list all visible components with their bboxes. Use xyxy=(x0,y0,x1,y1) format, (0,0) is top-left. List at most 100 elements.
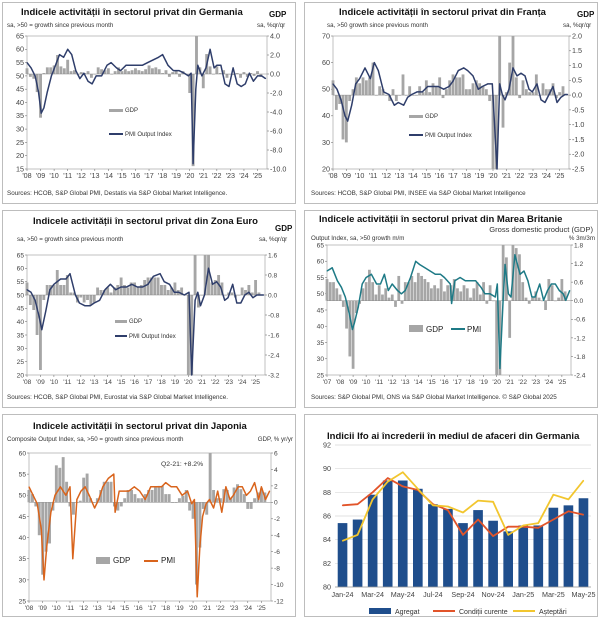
y-left-tick-label: 15 xyxy=(16,164,24,173)
gdp-bar xyxy=(429,288,433,301)
plot-area: 25 30 35 40 45 50 55 60 65 1.8 1.2 0.6 0.0 -0.6 -1.2 -1… xyxy=(317,242,586,386)
pmi-point xyxy=(552,86,554,88)
y-left-tick-label: 45 xyxy=(19,514,27,521)
gdp-bar xyxy=(494,95,498,169)
gdp-bar xyxy=(491,300,495,302)
y-right-tick-label: 4 xyxy=(274,467,278,474)
x-tick-label: '18 xyxy=(158,171,167,180)
gdp-bar xyxy=(193,255,197,295)
y-right-tick-label: -4.0 xyxy=(270,107,282,116)
gdp-bar xyxy=(191,74,195,167)
pmi-point xyxy=(370,273,372,275)
current-conditions-point xyxy=(552,518,554,521)
pmi-point xyxy=(165,482,167,484)
right-axis-unit: sa, %qr/qr xyxy=(257,22,285,29)
gdp-bar xyxy=(99,290,103,295)
legend-gdp-swatch xyxy=(409,325,423,332)
gdp-bar xyxy=(518,95,522,99)
gdp-bar xyxy=(485,300,489,304)
gdp-bar xyxy=(521,80,525,96)
gdp-bar xyxy=(137,70,141,74)
gdp-bar xyxy=(364,282,368,301)
gdp-bar xyxy=(220,282,224,295)
gdp-bar xyxy=(531,297,534,301)
chart-france: Indicele activității în sectorul privat … xyxy=(304,2,598,204)
agregat-bar xyxy=(473,510,483,587)
x-tick-label: '20 xyxy=(492,379,501,386)
pmi-point xyxy=(201,75,203,77)
gdp-bar xyxy=(428,92,432,96)
x-tick-label: '09 xyxy=(342,171,351,180)
gdp-bar xyxy=(144,69,148,74)
x-tick-label: '20 xyxy=(184,379,193,386)
gdp-bar xyxy=(149,277,153,295)
gdp-bar xyxy=(146,277,150,295)
pmi-point xyxy=(562,293,564,295)
pmi-point xyxy=(419,264,421,265)
agregat-bar xyxy=(352,519,363,587)
pmi-point xyxy=(499,83,501,85)
x-tick-label: Jan-24 xyxy=(332,590,354,599)
expectations-point xyxy=(552,494,554,496)
pmi-point xyxy=(209,48,211,50)
gdp-bar xyxy=(123,498,127,503)
gdp-bar xyxy=(203,255,207,295)
gdp-bar xyxy=(444,89,448,96)
gdp-bar xyxy=(54,465,58,503)
gdp-bar xyxy=(215,66,219,74)
gdp-bar xyxy=(147,490,151,503)
y-left-tick-label: 40 xyxy=(16,98,24,107)
pmi-point xyxy=(26,289,28,291)
gdp-bar xyxy=(501,245,505,301)
gdp-bar xyxy=(123,69,127,74)
y-right-tick-label: -8.0 xyxy=(270,145,282,154)
pmi-point xyxy=(130,64,132,66)
gdp-bar xyxy=(469,297,472,301)
pmi-point xyxy=(326,270,328,272)
gdp-bar xyxy=(387,297,391,301)
current-conditions-point xyxy=(567,510,570,512)
y-left-tick-label: 35 xyxy=(19,556,27,563)
x-tick-label: '10 xyxy=(52,605,61,612)
gdp-bar xyxy=(86,71,90,74)
pmi-point xyxy=(484,293,486,295)
gdp-bar xyxy=(96,67,100,74)
gdp-bar xyxy=(143,280,147,295)
pmi-point xyxy=(199,305,201,307)
chart-ifo: Indicii Ifo ai încrederii în mediul de a… xyxy=(304,414,598,617)
pmi-point xyxy=(191,503,193,505)
gdp-bar xyxy=(438,77,442,96)
x-tick-label: '16 xyxy=(130,379,139,386)
y-left-tick-label: 70 xyxy=(322,31,330,40)
gdp-bar xyxy=(171,72,175,74)
x-tick-label: '16 xyxy=(440,379,449,386)
pmi-point xyxy=(141,64,143,66)
x-tick-label: '11 xyxy=(375,379,383,386)
chart-ifo-svg: Indicii Ifo ai încrederii în mediul de a… xyxy=(323,431,595,616)
pmi-point xyxy=(508,88,510,90)
gdp-bar xyxy=(126,490,130,503)
gdp-bar xyxy=(374,294,378,301)
gdp-bar xyxy=(92,502,96,503)
gdp-bar xyxy=(85,473,89,503)
pmi-point xyxy=(451,303,453,304)
pmi-point xyxy=(88,494,90,496)
y-left-tick-label: 65 xyxy=(16,31,24,40)
current-conditions-point xyxy=(402,485,404,488)
y-tick-label: 90 xyxy=(323,464,331,473)
pmi-point xyxy=(216,281,218,283)
gdp-bar xyxy=(150,68,154,74)
pmi-point xyxy=(54,64,56,66)
gdp-bar xyxy=(112,287,116,295)
gdp-bar xyxy=(558,92,562,96)
x-tick-label: '18 xyxy=(157,379,166,386)
pmi-point xyxy=(142,286,144,288)
y-left-tick-label: 60 xyxy=(17,266,25,273)
pmi-point xyxy=(569,290,571,291)
pmi-point xyxy=(38,91,40,93)
pmi-point xyxy=(122,490,124,492)
legend-agregat-swatch xyxy=(369,608,391,614)
y-left-tick-label: 20 xyxy=(17,372,25,379)
pmi-point xyxy=(54,494,56,496)
pmi-point xyxy=(202,515,204,517)
